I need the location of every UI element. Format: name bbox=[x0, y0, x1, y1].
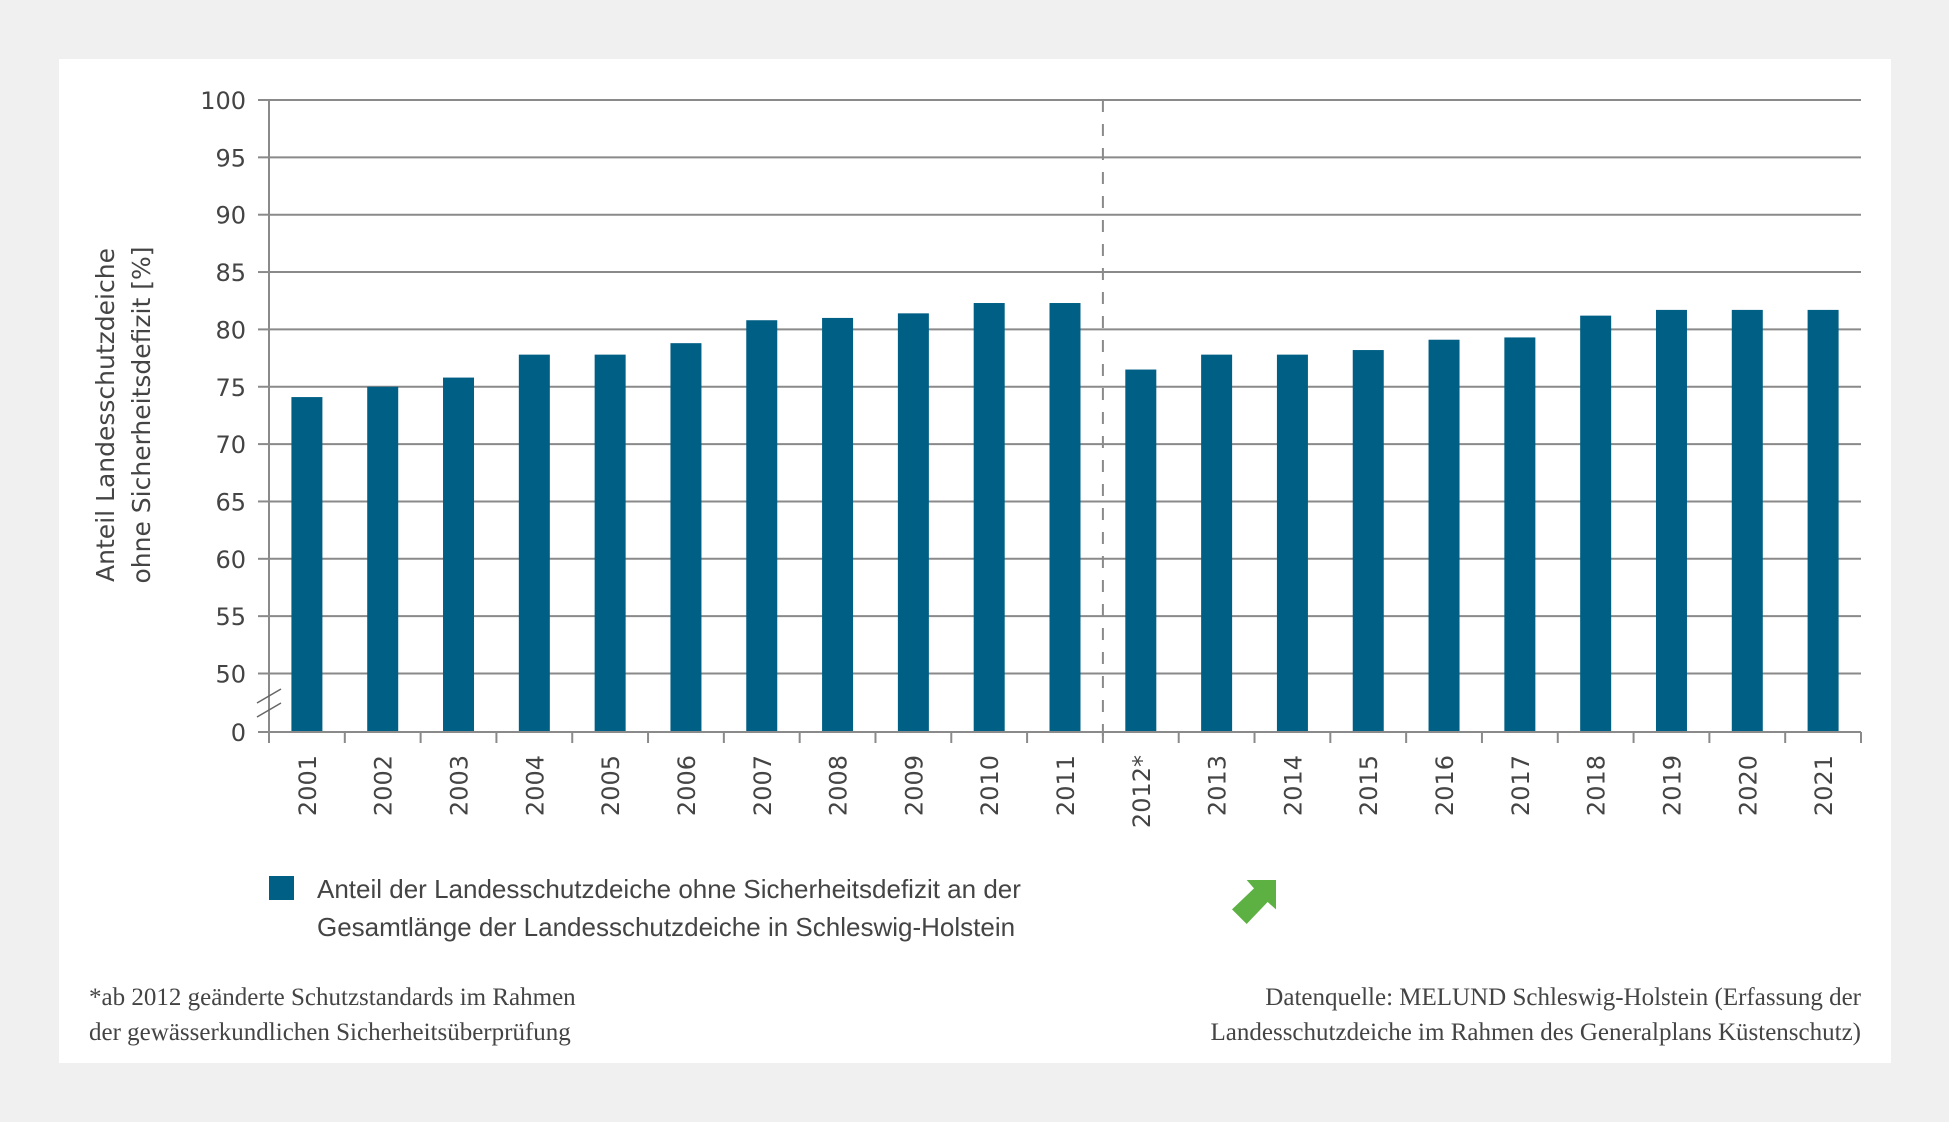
x-tick-label: 2011 bbox=[1052, 755, 1080, 816]
bar bbox=[443, 377, 475, 732]
bar bbox=[1201, 354, 1233, 732]
y-tick-label: 90 bbox=[215, 202, 246, 230]
x-tick-label: 2012* bbox=[1128, 755, 1156, 828]
y-tick-label: 75 bbox=[215, 374, 246, 402]
x-tick-labels: 2001 2002 2003 2004 2005 2006 2007 2008 2009 2010… bbox=[294, 755, 1838, 828]
x-tick-label: 2021 bbox=[1810, 755, 1838, 816]
bar bbox=[1352, 350, 1384, 732]
legend-label-line2: Gesamtlänge der Landesschutzdeiche in Sc… bbox=[317, 912, 1016, 942]
bar bbox=[1731, 309, 1763, 732]
data-source-line2: Landesschutzdeiche im Rahmen des General… bbox=[1210, 1019, 1861, 1046]
bar bbox=[1276, 354, 1308, 732]
x-tick-label: 2015 bbox=[1355, 755, 1383, 816]
y-axis-label-line1: Anteil Landesschutzdeiche bbox=[91, 248, 120, 582]
axis-break-mark bbox=[256, 688, 282, 704]
y-axis-label: Anteil Landesschutzdeiche ohne Sicherhei… bbox=[91, 246, 156, 583]
footnote-line2: der gewässerkundlichen Sicherheitsüberpr… bbox=[89, 1019, 571, 1046]
y-tick-label: 60 bbox=[215, 546, 246, 574]
x-tick-label: 2002 bbox=[370, 755, 398, 816]
bar bbox=[594, 354, 626, 732]
bar bbox=[1125, 369, 1157, 732]
y-tick-label: 70 bbox=[215, 431, 246, 459]
axes bbox=[256, 99, 1862, 743]
x-tick-label: 2005 bbox=[597, 755, 625, 816]
footnote: *ab 2012 geänderte Schutzstandards im Ra… bbox=[89, 980, 769, 1050]
footnote-line1: *ab 2012 geänderte Schutzstandards im Ra… bbox=[89, 984, 576, 1011]
bar bbox=[973, 303, 1005, 732]
x-tick-label: 2019 bbox=[1658, 755, 1686, 816]
bars bbox=[291, 303, 1839, 732]
x-tick-label: 2020 bbox=[1734, 755, 1762, 816]
y-tick-label: 80 bbox=[215, 316, 246, 344]
bar bbox=[670, 343, 702, 732]
x-tick-label: 2013 bbox=[1204, 755, 1232, 816]
y-tick-label: 100 bbox=[200, 87, 246, 115]
x-tick-label: 2018 bbox=[1583, 755, 1611, 816]
x-tick-label: 2014 bbox=[1279, 755, 1307, 816]
legend-label: Anteil der Landesschutzdeiche ohne Siche… bbox=[317, 870, 1237, 946]
data-source: Datenquelle: MELUND Schleswig-Holstein (… bbox=[1001, 980, 1861, 1050]
legend-label-line1: Anteil der Landesschutzdeiche ohne Siche… bbox=[317, 874, 1021, 904]
x-tick-label: 2003 bbox=[446, 755, 474, 816]
y-axis-label-line2: ohne Sicherheitsdefizit [%] bbox=[127, 246, 156, 583]
trend-up-arrow-icon bbox=[1232, 880, 1276, 924]
x-tick-label: 2010 bbox=[976, 755, 1004, 816]
x-tick-label: 2001 bbox=[294, 755, 322, 816]
bar bbox=[518, 354, 550, 732]
y-tick-label: 95 bbox=[215, 144, 246, 172]
x-tick-label: 2009 bbox=[900, 755, 928, 816]
y-tick-label: 85 bbox=[215, 259, 246, 287]
bar bbox=[1504, 337, 1536, 732]
axis-break-mark bbox=[256, 702, 282, 718]
bar bbox=[291, 397, 323, 732]
y-tick-label: 0 bbox=[231, 719, 246, 747]
data-source-line1: Datenquelle: MELUND Schleswig-Holstein (… bbox=[1265, 984, 1861, 1011]
bar bbox=[1049, 303, 1081, 732]
legend-swatch bbox=[269, 876, 294, 900]
bar bbox=[1807, 309, 1839, 732]
bar bbox=[1655, 309, 1687, 732]
x-tick-label: 2008 bbox=[825, 755, 853, 816]
bar bbox=[1580, 315, 1612, 732]
x-tick-label: 2006 bbox=[673, 755, 701, 816]
bar bbox=[1428, 339, 1460, 732]
y-tick-label: 50 bbox=[215, 661, 246, 689]
legend: Anteil der Landesschutzdeiche ohne Siche… bbox=[269, 870, 1289, 950]
y-tick-label: 55 bbox=[215, 603, 246, 631]
bar bbox=[746, 320, 778, 732]
x-tick-label: 2004 bbox=[521, 755, 549, 816]
bar bbox=[367, 386, 399, 732]
bar bbox=[822, 317, 854, 732]
x-tick-label: 2016 bbox=[1431, 755, 1459, 816]
x-tick-label: 2017 bbox=[1507, 755, 1535, 816]
bar bbox=[897, 313, 929, 732]
x-tick-label: 2007 bbox=[749, 755, 777, 816]
y-tick-labels: 100 95 90 85 80 75 70 65 60 55 50 0 bbox=[200, 87, 246, 747]
y-tick-label: 65 bbox=[215, 488, 246, 516]
